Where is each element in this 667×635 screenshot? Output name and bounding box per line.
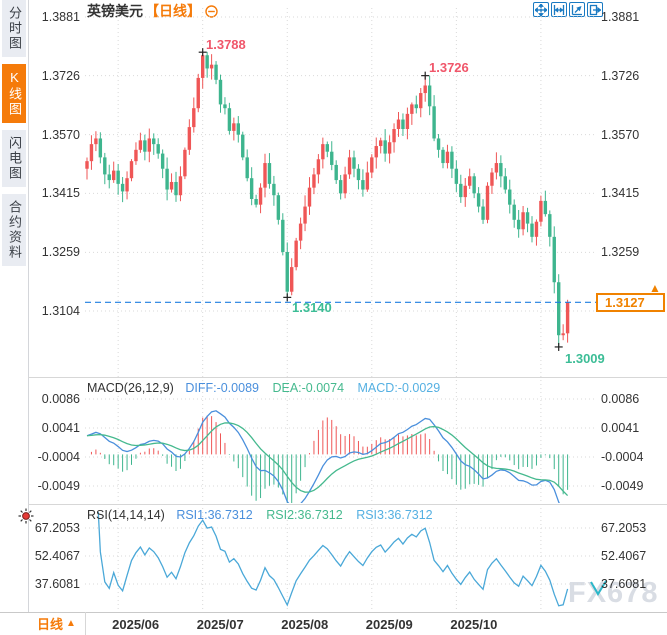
price-axis-label-right: 1.3881 — [601, 10, 640, 24]
rsi-axis-label-right: 67.2053 — [601, 521, 647, 535]
annotation-low-nov: 1.3009 — [565, 351, 605, 366]
tab-time-share-chart[interactable]: 分时图 — [2, 0, 26, 57]
date-axis-label: 2025/08 — [281, 617, 329, 632]
price-axis-label-right: 1.3415 — [601, 186, 640, 201]
rsi-axis-label-left: 67.2053 — [34, 521, 80, 535]
date-axis-label: 2025/07 — [196, 617, 244, 632]
collapse-circle-icon[interactable] — [205, 4, 218, 18]
last-price-arrow-icon: ▲ — [649, 281, 661, 295]
last-price-box[interactable]: 1.3127 — [596, 293, 665, 312]
macd-header: MACD(26,12,9) DIFF:-0.0089 DEA:-0.0074 M… — [87, 381, 440, 395]
watermark-check-icon — [590, 580, 607, 596]
tab-lightning-chart[interactable]: 闪电图 — [2, 130, 26, 187]
rsi-axis-label-right: 52.4067 — [601, 549, 647, 563]
rsi-axis-label-left: 37.6081 — [34, 577, 80, 591]
rsi-axis-label-left: 52.4067 — [34, 549, 80, 563]
price-axis-label-left: 1.3881 — [41, 10, 80, 24]
date-axis-label: 2025/06 — [112, 617, 160, 632]
macd-title: MACD(26,12,9) — [87, 381, 174, 395]
price-axis-label-left: 1.3570 — [41, 127, 80, 142]
chart-toolbar — [533, 2, 603, 17]
price-axis-label-right: 1.3259 — [601, 245, 640, 260]
period-selector[interactable]: 日线 ▲ — [28, 612, 86, 635]
price-axis-label-right: 1.3726 — [601, 68, 640, 83]
date-axis-label: 2025/09 — [365, 617, 413, 632]
date-axis-footer — [0, 612, 667, 635]
price-axis-label-left: 1.3259 — [41, 245, 80, 260]
watermark-logo: FX678 — [568, 577, 659, 609]
macd-axis-label-left: -0.0049 — [37, 478, 80, 493]
macd-axis-label-right: 0.0041 — [601, 420, 640, 435]
price-axis-label-left: 1.3726 — [41, 68, 80, 83]
macd-dea-value: DEA:-0.0074 — [272, 381, 345, 395]
macd-axis-label-right: -0.0004 — [601, 449, 644, 464]
sidebar: 分时图 K线图 闪电图 合约资料 — [0, 0, 34, 612]
annotation-high-sept: 1.3726 — [429, 60, 469, 75]
macd-macd-value: MACD:-0.0029 — [357, 381, 441, 395]
rsi2-value: RSI2:36.7312 — [266, 508, 343, 522]
rsi-title: RSI(14,14,14) — [87, 508, 165, 522]
macd-axis-label-right: 0.0086 — [601, 391, 640, 406]
date-axis-label: 2025/10 — [450, 617, 498, 632]
macd-axis-label-right: -0.0049 — [601, 478, 644, 493]
rsi-axis-label-right: 37.6081 — [601, 577, 647, 591]
symbol-name: 英镑美元 — [87, 3, 143, 19]
macd-axis-label-left: 0.0041 — [41, 420, 80, 435]
tab-contract-info[interactable]: 合约资料 — [2, 194, 26, 266]
price-axis-label-left: 1.3415 — [41, 186, 80, 201]
period-selector-label: 日线 — [37, 617, 64, 632]
macd-axis-label-left: -0.0004 — [37, 449, 80, 464]
annotation-high-july: 1.3788 — [206, 37, 246, 52]
pane-divider-rsi — [28, 504, 667, 505]
tab-kline-chart[interactable]: K线图 — [2, 64, 26, 123]
rsi1-value: RSI1:36.7312 — [176, 508, 253, 522]
chart-canvas[interactable] — [0, 0, 667, 612]
rsi-header: RSI(14,14,14) RSI1:36.7312 RSI2:36.7312 … — [87, 508, 433, 522]
rsi3-value: RSI3:36.7312 — [356, 508, 433, 522]
price-axis-label-left: 1.3104 — [41, 303, 80, 318]
shift-right-icon[interactable] — [587, 2, 603, 17]
fit-x-axis-icon[interactable] — [551, 2, 567, 17]
macd-axis-label-left: 0.0086 — [41, 391, 80, 406]
sun-icon[interactable] — [18, 508, 34, 524]
period-up-arrow-icon: ▲ — [66, 618, 76, 629]
period-label: 【日线】 — [145, 3, 201, 19]
annotation-low-aug: 1.3140 — [292, 300, 332, 315]
price-axis-label-right: 1.3570 — [601, 127, 640, 142]
chart-title-bar: 英镑美元 【日线】 — [87, 2, 218, 20]
pane-divider-macd — [28, 377, 667, 378]
macd-diff-value: DIFF:-0.0089 — [185, 381, 259, 395]
